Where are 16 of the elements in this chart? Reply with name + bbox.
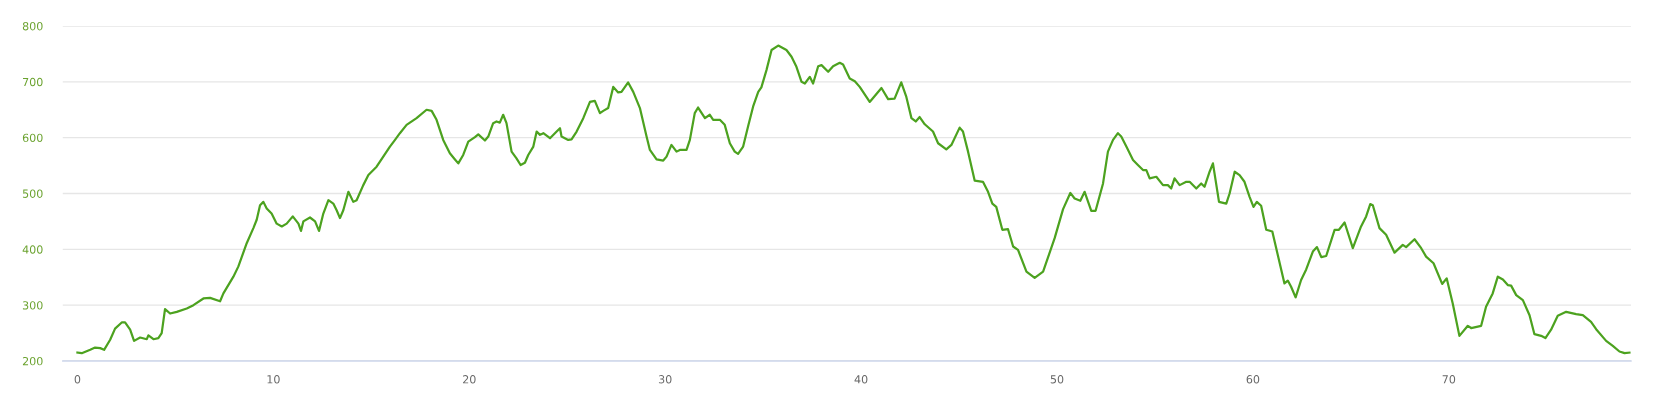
y-tick-label: 200 <box>22 356 43 366</box>
y-tick-label: 700 <box>23 77 43 87</box>
y-tick-label: 300 <box>22 301 43 310</box>
x-tick-label: 60 <box>1246 375 1260 384</box>
x-tick-label: 50 <box>1050 375 1064 384</box>
x-tick-label: 40 <box>854 375 868 384</box>
y-tick-label: 800 <box>22 21 43 31</box>
x-tick-label: 70 <box>1442 375 1456 384</box>
x-tick-label: 0 <box>74 375 81 384</box>
y-tick-label: 600 <box>22 133 43 143</box>
x-tick-label: 20 <box>463 375 476 384</box>
x-tick-label: 30 <box>658 375 672 384</box>
line-series <box>76 44 1631 355</box>
x-tick-label: 10 <box>267 375 280 384</box>
y-tick-label: 400 <box>22 245 43 254</box>
y-tick-label: 500 <box>22 189 43 198</box>
